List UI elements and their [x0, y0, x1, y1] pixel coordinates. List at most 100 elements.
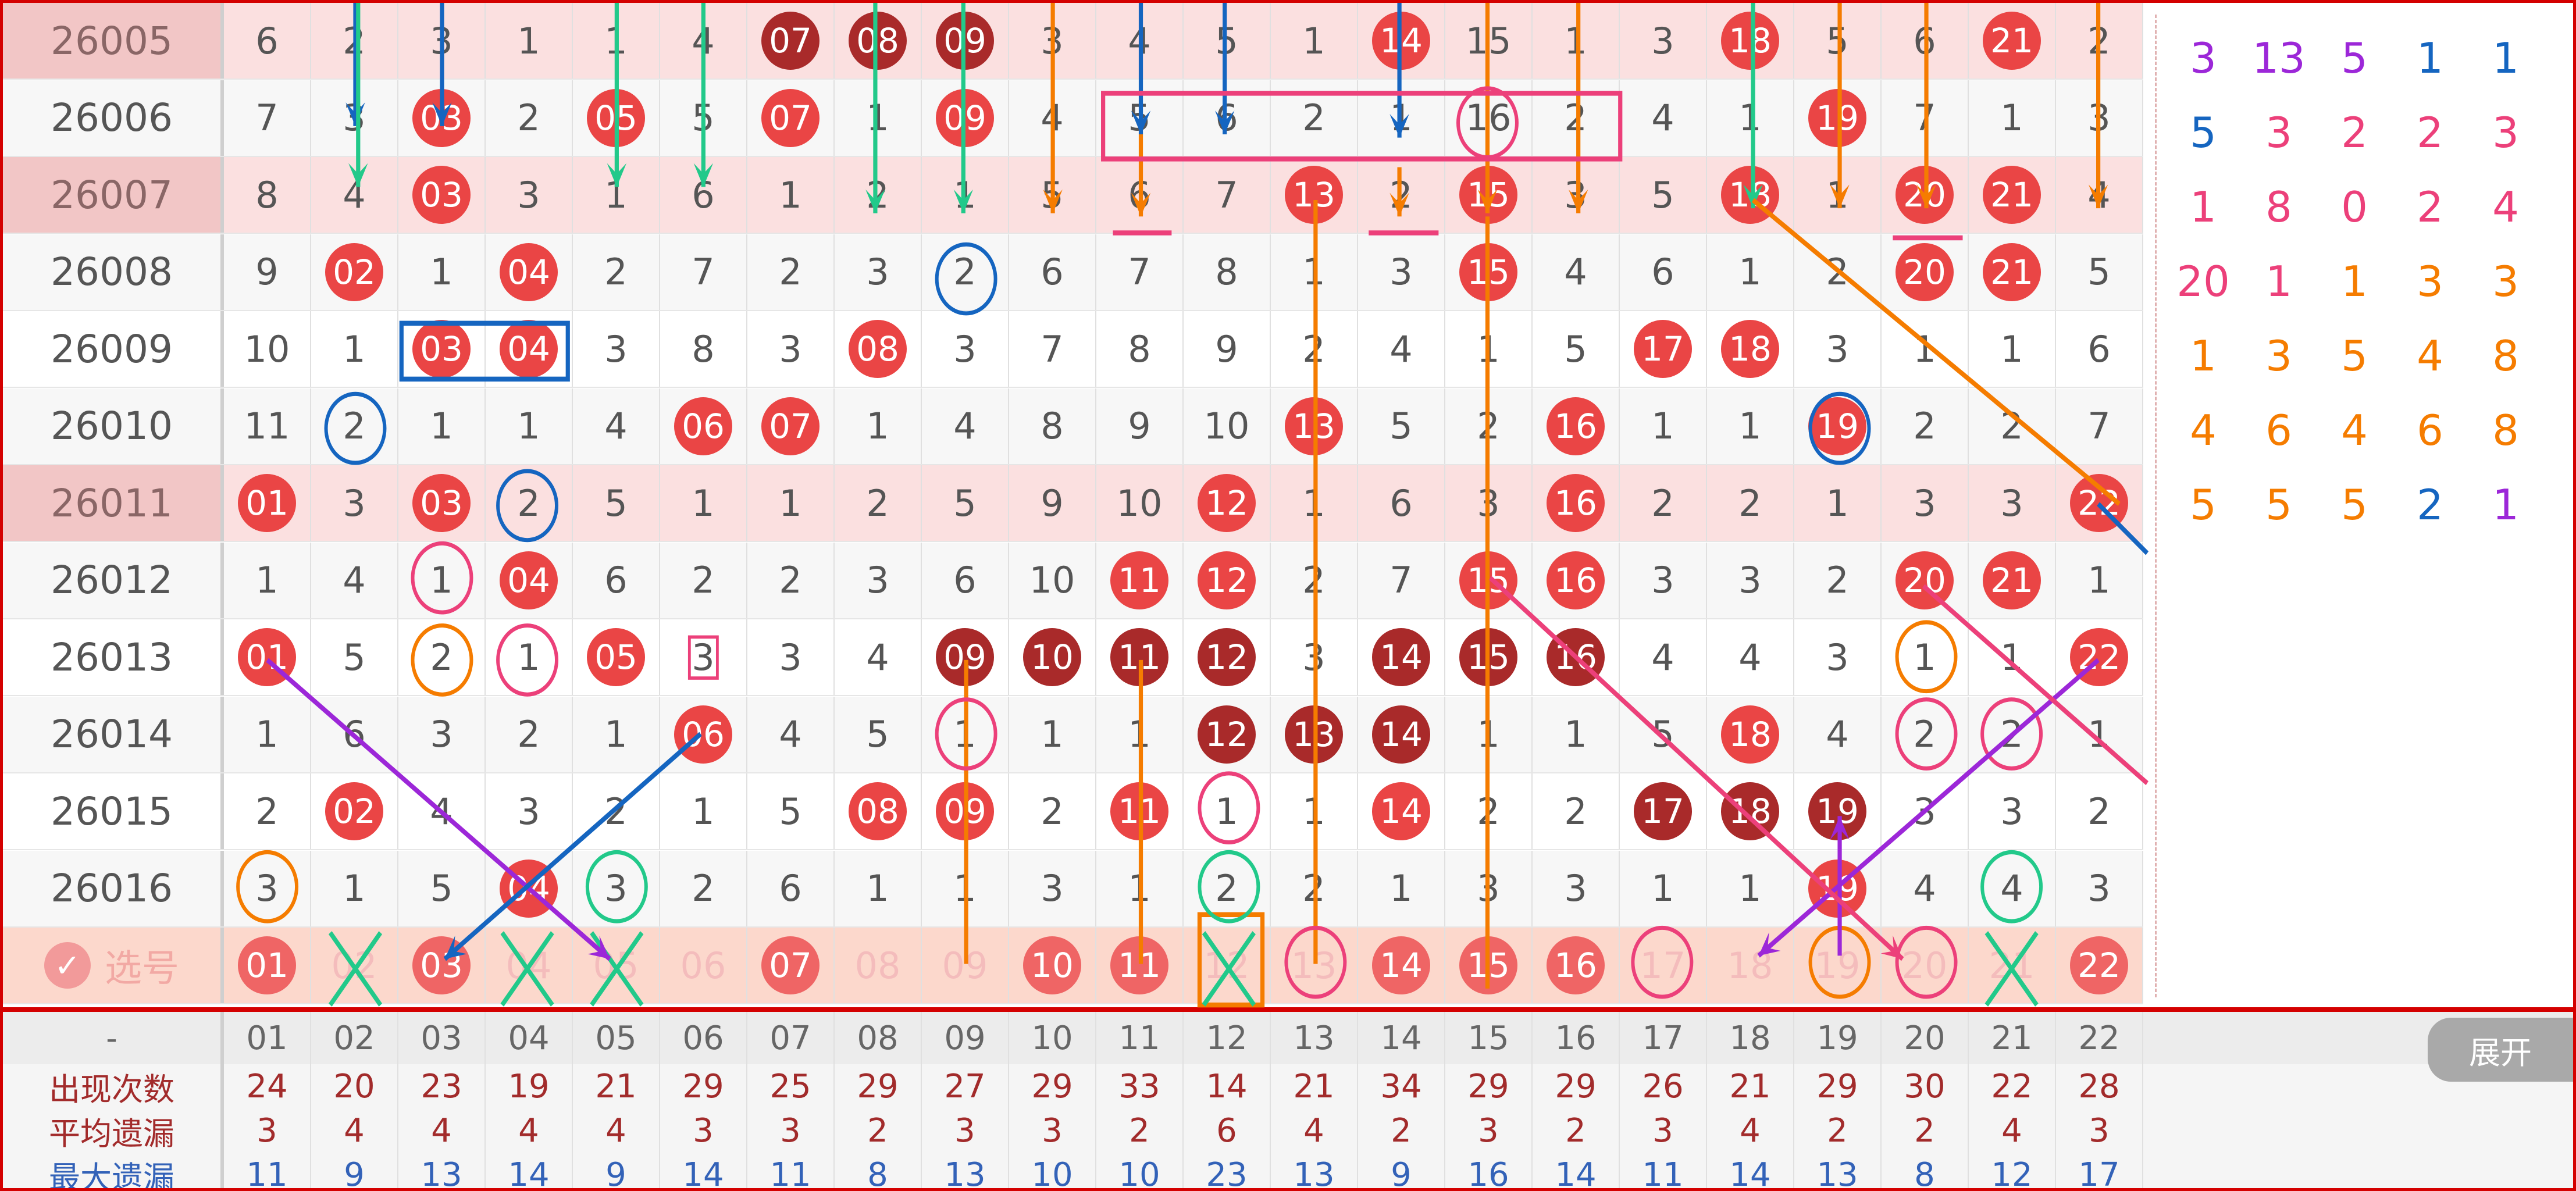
number-cell[interactable]: 5 [1533, 311, 1620, 387]
number-cell[interactable]: 5 [660, 80, 747, 156]
number-cell[interactable]: 04 [486, 311, 573, 387]
number-cell[interactable]: 2 [1794, 542, 1882, 618]
number-cell[interactable]: 2 [2056, 773, 2143, 849]
number-cell[interactable]: 06 [660, 696, 747, 772]
number-cell[interactable]: 17 [1620, 773, 1707, 849]
number-cell[interactable]: 17 [1620, 311, 1707, 387]
number-cell[interactable]: 7 [2056, 388, 2143, 464]
number-cell[interactable]: 1 [1882, 619, 1969, 695]
expand-button[interactable]: 展开 [2428, 1018, 2573, 1082]
select-number-cell[interactable]: 17 [1620, 928, 1707, 1003]
number-cell[interactable]: 18 [1707, 773, 1794, 849]
number-cell[interactable]: 7 [1096, 234, 1184, 310]
number-cell[interactable]: 02 [311, 234, 398, 310]
number-cell[interactable]: 9 [224, 234, 311, 310]
number-cell[interactable]: 4 [835, 619, 922, 695]
number-cell[interactable]: 19 [1794, 850, 1882, 926]
number-cell[interactable]: 2 [573, 234, 660, 310]
select-number-cell[interactable]: 02 [311, 928, 398, 1003]
number-cell[interactable]: 20 [1882, 234, 1969, 310]
number-cell[interactable]: 9 [1184, 311, 1271, 387]
number-cell[interactable]: 4 [1533, 234, 1620, 310]
number-cell[interactable]: 21 [1969, 3, 2056, 79]
number-cell[interactable]: 2 [1358, 157, 1445, 233]
number-cell[interactable]: 6 [1882, 3, 1969, 79]
number-cell[interactable]: 3 [398, 696, 486, 772]
number-cell[interactable]: 05 [573, 619, 660, 695]
number-cell[interactable]: 4 [1882, 850, 1969, 926]
number-cell[interactable]: 2 [486, 80, 573, 156]
number-cell[interactable]: 2 [1882, 696, 1969, 772]
number-cell[interactable]: 1 [1794, 465, 1882, 541]
number-cell[interactable]: 13 [1271, 696, 1358, 772]
number-cell[interactable]: 6 [1358, 465, 1445, 541]
number-cell[interactable]: 1 [1533, 3, 1620, 79]
number-cell[interactable]: 12 [1184, 465, 1271, 541]
number-cell[interactable]: 1 [311, 850, 398, 926]
number-cell[interactable]: 1 [1271, 3, 1358, 79]
number-cell[interactable]: 3 [1358, 234, 1445, 310]
number-cell[interactable]: 14 [1358, 773, 1445, 849]
number-cell[interactable]: 1 [1271, 773, 1358, 849]
number-cell[interactable]: 2 [1969, 388, 2056, 464]
number-cell[interactable]: 7 [1358, 542, 1445, 618]
number-cell[interactable]: 1 [573, 696, 660, 772]
number-cell[interactable]: 1 [1184, 773, 1271, 849]
number-cell[interactable]: 1 [1969, 619, 2056, 695]
number-cell[interactable]: 6 [224, 3, 311, 79]
number-cell[interactable]: 7 [1184, 157, 1271, 233]
number-cell[interactable]: 9 [1096, 388, 1184, 464]
select-number-cell[interactable]: 22 [2056, 928, 2143, 1003]
number-cell[interactable]: 1 [835, 850, 922, 926]
number-cell[interactable]: 1 [1358, 80, 1445, 156]
number-cell[interactable]: 1 [1271, 465, 1358, 541]
number-cell[interactable]: 14 [1358, 619, 1445, 695]
number-cell[interactable]: 3 [1707, 542, 1794, 618]
number-cell[interactable]: 3 [1445, 850, 1533, 926]
select-number-cell[interactable]: 05 [573, 928, 660, 1003]
number-cell[interactable]: 03 [398, 311, 486, 387]
select-number-cell[interactable]: 13 [1271, 928, 1358, 1003]
number-cell[interactable]: 18 [1707, 157, 1794, 233]
number-cell[interactable]: 3 [486, 157, 573, 233]
number-cell[interactable]: 9 [1009, 465, 1096, 541]
number-cell[interactable]: 5 [398, 850, 486, 926]
select-number-cell[interactable]: 12 [1184, 928, 1271, 1003]
number-cell[interactable]: 18 [1707, 311, 1794, 387]
select-number-cell[interactable]: 20 [1882, 928, 1969, 1003]
number-cell[interactable]: 21 [1969, 157, 2056, 233]
number-cell[interactable]: 6 [311, 696, 398, 772]
number-cell[interactable]: 2 [1271, 850, 1358, 926]
number-cell[interactable]: 2 [1794, 234, 1882, 310]
number-cell[interactable]: 3 [1794, 311, 1882, 387]
number-cell[interactable]: 12 [1184, 542, 1271, 618]
select-number-cell[interactable]: 18 [1707, 928, 1794, 1003]
number-cell[interactable]: 3 [660, 619, 747, 695]
number-cell[interactable]: 2 [1533, 773, 1620, 849]
number-cell[interactable]: 1 [398, 234, 486, 310]
number-cell[interactable]: 8 [1096, 311, 1184, 387]
number-cell[interactable]: 6 [1009, 234, 1096, 310]
select-number-cell[interactable]: 07 [747, 928, 835, 1003]
number-cell[interactable]: 5 [1184, 3, 1271, 79]
number-cell[interactable]: 10 [224, 311, 311, 387]
number-cell[interactable]: 1 [2056, 696, 2143, 772]
number-cell[interactable]: 2 [660, 850, 747, 926]
number-cell[interactable]: 8 [1009, 388, 1096, 464]
number-cell[interactable]: 1 [1009, 696, 1096, 772]
number-cell[interactable]: 2 [1969, 696, 2056, 772]
number-cell[interactable]: 5 [1794, 3, 1882, 79]
number-cell[interactable]: 1 [1358, 850, 1445, 926]
number-cell[interactable]: 1 [922, 850, 1009, 926]
number-cell[interactable]: 3 [747, 619, 835, 695]
number-cell[interactable]: 1 [1794, 157, 1882, 233]
number-cell[interactable]: 10 [1009, 619, 1096, 695]
number-cell[interactable]: 1 [660, 465, 747, 541]
number-cell[interactable]: 2 [2056, 3, 2143, 79]
number-cell[interactable]: 04 [486, 234, 573, 310]
number-cell[interactable]: 1 [398, 542, 486, 618]
number-cell[interactable]: 1 [1271, 234, 1358, 310]
number-cell[interactable]: 1 [1707, 850, 1794, 926]
number-cell[interactable]: 1 [1969, 80, 2056, 156]
select-number-cell[interactable]: 04 [486, 928, 573, 1003]
